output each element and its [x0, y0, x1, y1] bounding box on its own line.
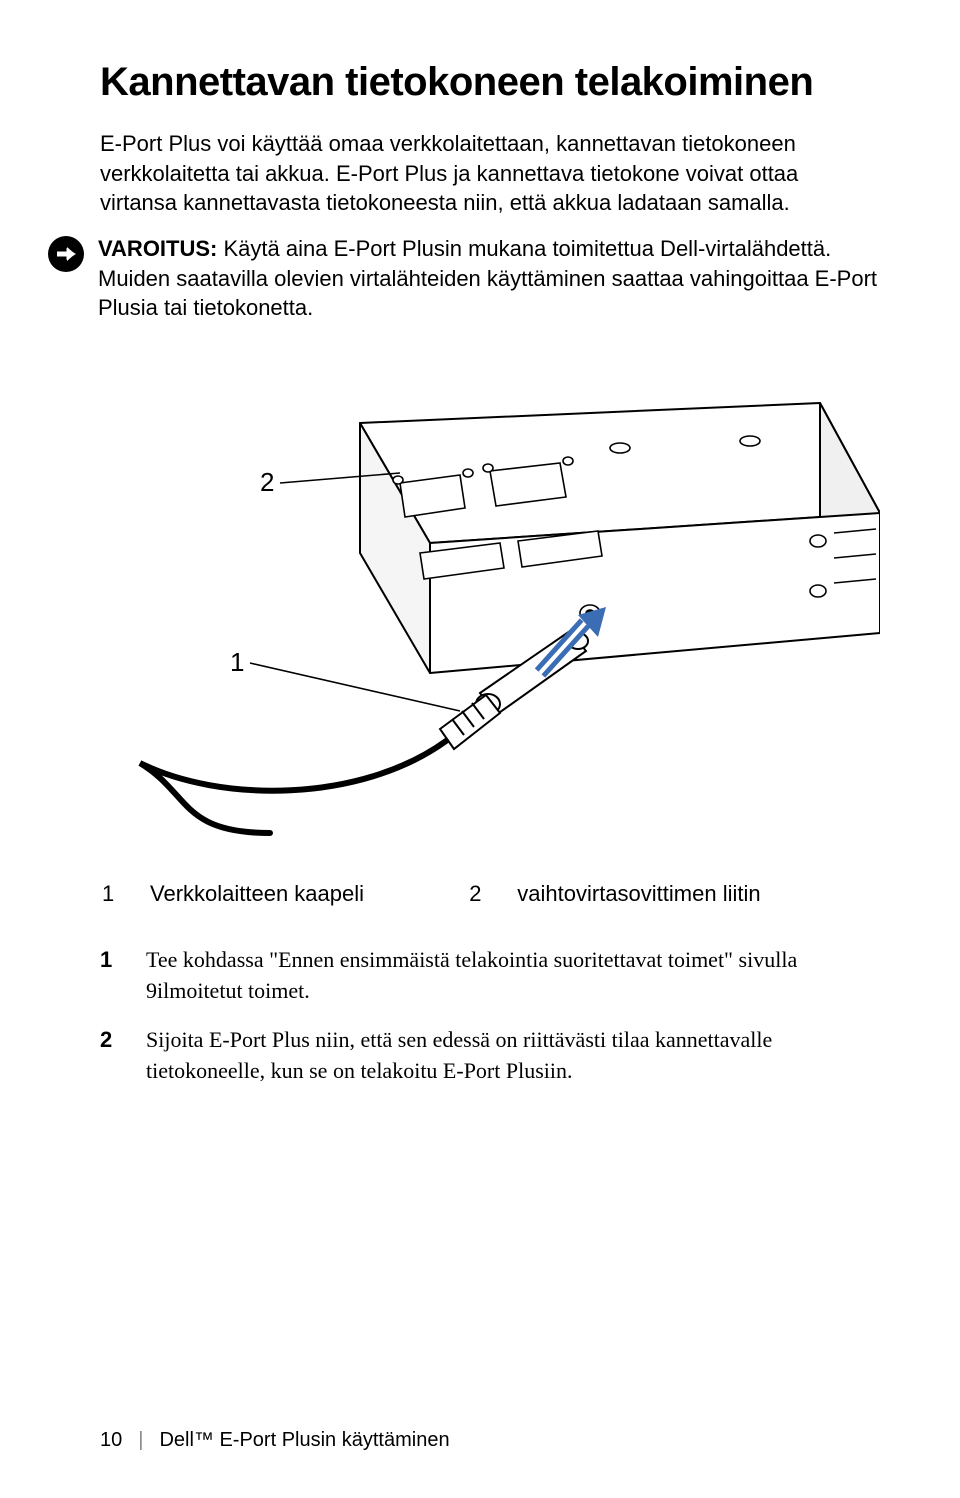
diagram-callout-2: 2 — [260, 467, 274, 497]
step-number: 1 — [100, 945, 146, 1007]
step-list: 1 Tee kohdassa "Ennen ensimmäistä telako… — [100, 945, 880, 1086]
legend-value: vaihtovirtasovittimen liitin — [517, 875, 878, 913]
step-item: 1 Tee kohdassa "Ennen ensimmäistä telako… — [100, 945, 880, 1007]
diagram: 2 1 — [100, 363, 880, 843]
diagram-callout-1: 1 — [230, 647, 244, 677]
step-number: 2 — [100, 1025, 146, 1087]
step-text: Sijoita E-Port Plus niin, että sen edess… — [146, 1025, 880, 1087]
notice-text: VAROITUS: Käytä aina E-Port Plusin mukan… — [98, 234, 880, 323]
page-footer: 10 | Dell™ E-Port Plusin käyttäminen — [100, 1429, 450, 1452]
footer-separator-icon: | — [138, 1429, 143, 1452]
diagram-legend: 1 Verkkolaitteen kaapeli 2 vaihtovirtaso… — [100, 873, 880, 915]
notice-block: VAROITUS: Käytä aina E-Port Plusin mukan… — [48, 234, 880, 323]
notice-arrow-icon — [48, 236, 84, 272]
step-text: Tee kohdassa "Ennen ensimmäistä telakoin… — [146, 945, 880, 1007]
step-item: 2 Sijoita E-Port Plus niin, että sen ede… — [100, 1025, 880, 1087]
legend-key: 2 — [469, 875, 515, 913]
footer-section: Dell™ E-Port Plusin käyttäminen — [159, 1429, 449, 1452]
document-page: Kannettavan tietokoneen telakoiminen E-P… — [0, 0, 960, 1498]
page-title: Kannettavan tietokoneen telakoiminen — [100, 60, 880, 105]
notice-label: VAROITUS: — [98, 236, 217, 261]
legend-value: Verkkolaitteen kaapeli — [150, 875, 467, 913]
page-number: 10 — [100, 1429, 122, 1452]
legend-key: 1 — [102, 875, 148, 913]
intro-paragraph: E-Port Plus voi käyttää omaa verkkolaite… — [100, 129, 880, 218]
legend-row: 1 Verkkolaitteen kaapeli 2 vaihtovirtaso… — [102, 875, 878, 913]
